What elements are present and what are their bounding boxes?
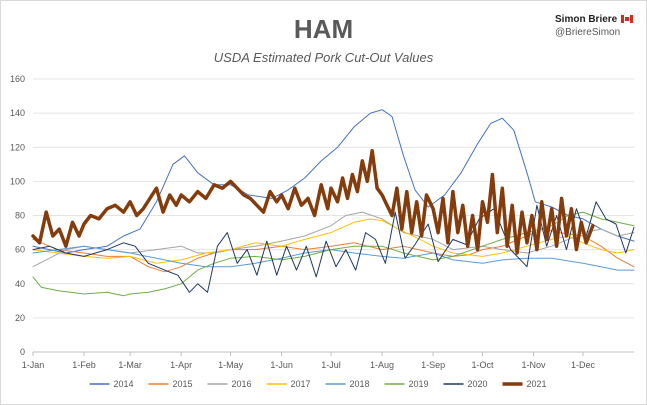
legend-label-2018: 2018 [350, 379, 370, 389]
x-tick-label: 1-Sep [421, 360, 445, 370]
canada-flag-icon [621, 15, 634, 24]
chart-title: HAM [293, 14, 354, 44]
x-tick-label: 1-Jun [270, 360, 293, 370]
x-tick-label: 1-Mar [118, 360, 142, 370]
legend-label-2016: 2016 [232, 379, 252, 389]
legend-label-2019: 2019 [409, 379, 429, 389]
x-tick-label: 1-May [218, 360, 244, 370]
y-tick-label: 20 [15, 313, 25, 323]
series-line-2021 [31, 148, 595, 255]
legend-label-2015: 2015 [173, 379, 193, 389]
x-tick-label: 1-Nov [522, 360, 547, 370]
legend-label-2017: 2017 [291, 379, 311, 389]
x-tick-label: 1-Jul [321, 360, 341, 370]
x-tick-label: 1-Dec [571, 360, 596, 370]
y-tick-label: 160 [10, 74, 25, 84]
legend-label-2014: 2014 [114, 379, 134, 389]
y-tick-label: 140 [10, 108, 25, 118]
series-line-2018 [32, 245, 635, 271]
y-tick-label: 40 [15, 279, 25, 289]
y-tick-label: 80 [15, 211, 25, 221]
x-tick-label: 1-Aug [370, 360, 394, 370]
author-name: Simon Briere [555, 14, 618, 25]
x-tick-label: 1-Feb [72, 360, 96, 370]
y-tick-label: 120 [10, 142, 25, 152]
y-tick-label: 100 [10, 176, 25, 186]
chart-subtitle: USDA Estimated Pork Cut-Out Values [213, 50, 434, 65]
x-tick-label: 1-Apr [170, 360, 192, 370]
x-tick-label: 1-Jan [22, 360, 45, 370]
series-line-2020 [32, 201, 635, 293]
y-tick-label: 60 [15, 245, 25, 255]
author-handle: @BriereSimon [555, 27, 621, 38]
y-tick-label: 0 [20, 347, 25, 357]
legend-label-2020: 2020 [468, 379, 488, 389]
x-tick-label: 1-Oct [472, 360, 495, 370]
series-line-2014 [32, 109, 635, 254]
legend-label-2021: 2021 [527, 379, 547, 389]
author-brand: Simon Briere @BriereSimon [555, 13, 634, 39]
series-line-2019 [32, 211, 635, 297]
